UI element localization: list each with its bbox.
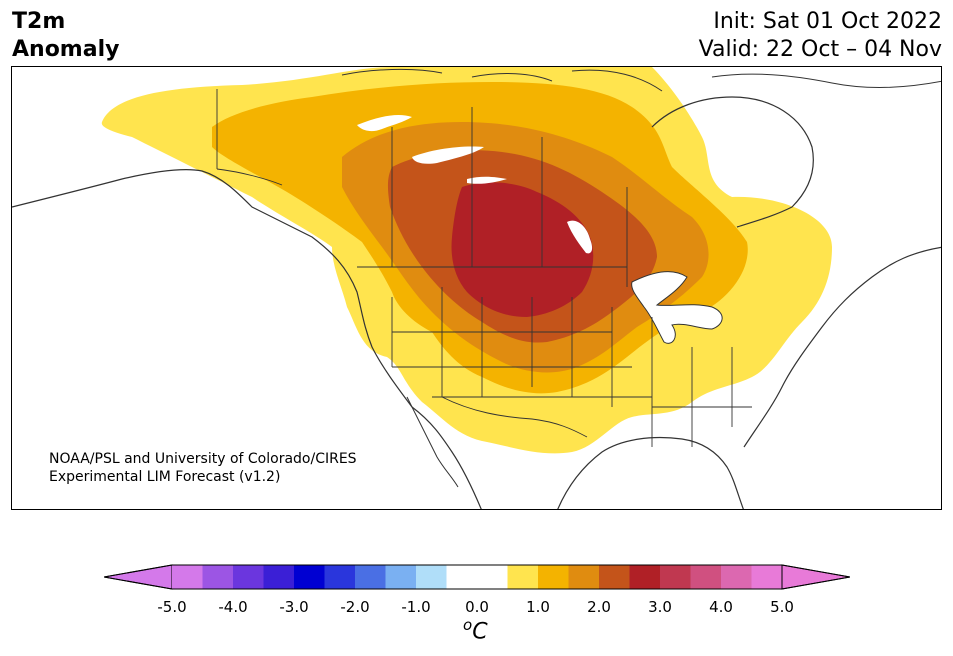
colorbar-swatch bbox=[294, 565, 325, 589]
colorbar-swatch bbox=[751, 565, 783, 589]
colorbar-swatch bbox=[690, 565, 722, 589]
arctic-islands bbox=[341, 68, 941, 92]
map-canvas bbox=[12, 67, 941, 509]
colorbar-swatch bbox=[568, 565, 600, 589]
colorbar-tick-label: -2.0 bbox=[340, 598, 370, 616]
lake-winnipeg bbox=[567, 220, 593, 254]
colorbar-tick-label: -5.0 bbox=[157, 598, 187, 616]
colorbar-tick-label: -4.0 bbox=[218, 598, 248, 616]
colorbar-tick-label: 4.0 bbox=[709, 598, 733, 616]
colorbar-swatch bbox=[538, 565, 569, 589]
colorbar-tick-label: 0.0 bbox=[465, 598, 489, 616]
anomaly-band-2p5 bbox=[451, 182, 594, 317]
great-bear-lake bbox=[412, 146, 484, 164]
lake-athabasca bbox=[467, 176, 507, 184]
colorbar-swatch bbox=[507, 565, 539, 589]
colorbar-swatch bbox=[385, 565, 417, 589]
colorbar-extend-high bbox=[781, 564, 850, 590]
colorbar-swatch bbox=[599, 565, 630, 589]
colorbar-swatch bbox=[172, 565, 203, 589]
credit-line-1: NOAA/PSL and University of Colorado/CIRE… bbox=[49, 451, 357, 467]
colorbar-swatch bbox=[629, 565, 661, 589]
coastline-west bbox=[12, 169, 482, 509]
colorbar-tick-label: 5.0 bbox=[770, 598, 794, 616]
baja-california bbox=[406, 396, 459, 488]
credit-line-2: Experimental LIM Forecast (v1.2) bbox=[49, 469, 281, 485]
political-borders bbox=[216, 89, 752, 447]
anomaly-map bbox=[11, 66, 942, 510]
colorbar-outline bbox=[104, 564, 850, 590]
colorbar-swatch bbox=[477, 565, 508, 589]
valid-range: Valid: 22 Oct – 04 Nov bbox=[698, 37, 942, 62]
colorbar-swatch bbox=[202, 565, 234, 589]
colorbar-swatch bbox=[446, 565, 478, 589]
colorbar-swatch bbox=[324, 565, 356, 589]
colorbar-extend-low bbox=[104, 564, 173, 590]
title-line-1: T2m bbox=[12, 9, 66, 34]
colorbar-swatch bbox=[416, 565, 447, 589]
colorbar-swatch bbox=[263, 565, 295, 589]
unit-base: C bbox=[472, 619, 488, 645]
colorbar bbox=[104, 564, 850, 590]
forecast-info: Init: Sat 01 Oct 2022 Valid: 22 Oct – 04… bbox=[699, 8, 942, 64]
hudson-bay-coast bbox=[651, 96, 814, 228]
colorbar-tick-label: 2.0 bbox=[587, 598, 611, 616]
colorbar-unit: oC bbox=[463, 616, 488, 644]
credit-text: NOAA/PSL and University of Colorado/CIRE… bbox=[49, 450, 357, 486]
colorbar-swatch bbox=[660, 565, 691, 589]
colorbar-swatch bbox=[233, 565, 264, 589]
great-slave-lake bbox=[357, 114, 412, 132]
coastline-east bbox=[743, 246, 941, 448]
coastline-gulf bbox=[557, 436, 744, 509]
colorbar-swatch bbox=[355, 565, 386, 589]
map-title: T2m Anomaly bbox=[12, 8, 119, 64]
colorbar-tick-label: 3.0 bbox=[648, 598, 672, 616]
colorbar-tick-label: -1.0 bbox=[401, 598, 431, 616]
colorbar-ticks: -5.0 -4.0 -3.0 -2.0 -1.0 0.0 1.0 2.0 3.0 4.0 5.0 bbox=[0, 598, 953, 618]
colorbar-tick-label: -3.0 bbox=[279, 598, 309, 616]
title-line-2: Anomaly bbox=[12, 37, 120, 62]
unit-superscript: o bbox=[463, 616, 473, 634]
colorbar-swatch bbox=[721, 565, 752, 589]
colorbar-tick-label: 1.0 bbox=[526, 598, 550, 616]
great-lakes bbox=[631, 271, 723, 344]
init-date: Init: Sat 01 Oct 2022 bbox=[713, 9, 942, 34]
